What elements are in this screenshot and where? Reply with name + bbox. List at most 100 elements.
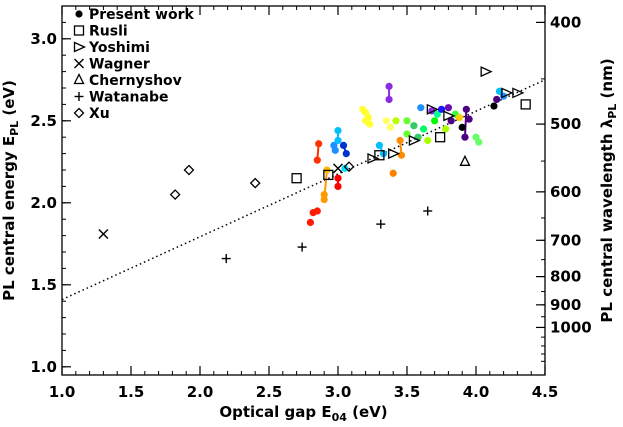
present-work-point — [339, 141, 348, 149]
present-work-point-shape — [339, 141, 348, 149]
xu-point-shape — [169, 189, 181, 201]
legend-marker-rusli — [73, 25, 85, 36]
wagner-point-stroke-b — [333, 163, 343, 174]
present-work-point-shape — [493, 95, 501, 104]
xu-point-shape — [343, 161, 355, 173]
present-work-point-shape — [433, 110, 441, 118]
present-work-point-shape — [320, 195, 328, 204]
present-work-point-shape — [315, 140, 323, 148]
y2-tick-label: 600 — [550, 183, 581, 201]
present-work-point-shape — [490, 102, 498, 110]
present-work-point — [385, 95, 393, 104]
wagner-point — [333, 163, 343, 174]
present-work-point — [320, 195, 328, 204]
present-work-point-shape — [462, 105, 470, 113]
xu-point — [343, 161, 355, 173]
yoshimi-point — [501, 87, 514, 99]
x-tick-label: 4.5 — [532, 383, 559, 401]
legend-marker-yoshimi-shape — [73, 41, 87, 53]
y-axis-label: PL central energy EPL (eV) — [0, 80, 21, 301]
xu-point-shape — [183, 164, 195, 176]
legend-marker-wagner — [74, 58, 84, 69]
legend-label-rusli: Rusli — [89, 24, 128, 40]
present-work-point — [462, 105, 470, 113]
present-work-point-shape — [475, 138, 483, 146]
xu-point — [249, 177, 261, 189]
present-work-point — [417, 104, 425, 112]
present-work-point — [331, 146, 339, 154]
legend-label-watanabe: Watanabe — [89, 90, 168, 106]
present-work-point — [431, 117, 439, 125]
x-tick-label: 1.5 — [118, 383, 145, 401]
present-work-point — [447, 117, 455, 125]
rusli-point-shape — [434, 132, 446, 143]
present-work-point-shape — [334, 127, 342, 135]
yoshimi-point — [512, 87, 525, 99]
x-axis-label: Optical gap E04 (eV) — [219, 403, 387, 424]
legend-marker-rusli-shape — [73, 25, 85, 36]
legend: Present workRusliYoshimiWagnerChernyshov… — [73, 7, 194, 122]
present-work-point — [334, 127, 342, 135]
present-work-point-shape — [431, 117, 439, 125]
present-work-point-shape — [382, 117, 390, 125]
present-work-point — [433, 110, 441, 118]
present-work-point-shape — [444, 104, 452, 112]
yoshimi-point — [388, 148, 401, 160]
present-work-point-shape — [397, 151, 406, 159]
present-work-point — [364, 113, 372, 122]
present-work-point-shape — [419, 125, 428, 133]
present-work-point — [315, 140, 323, 148]
yoshimi-point-shape — [367, 153, 380, 165]
present-work-point — [444, 104, 452, 112]
yoshimi-point-shape — [408, 134, 421, 146]
legend-marker-wagner-stroke-b — [74, 58, 84, 69]
xu-point — [183, 164, 195, 176]
present-work-point — [334, 136, 342, 145]
legend-marker-xu — [73, 107, 85, 119]
x-tick-label: 1.0 — [49, 383, 76, 401]
present-work-point — [397, 151, 406, 159]
present-work-point — [389, 169, 397, 177]
present-work-point — [320, 191, 328, 199]
plot-frame-layer — [61, 5, 546, 376]
plot-frame — [61, 5, 546, 376]
watanabe-point — [376, 219, 386, 229]
present-work-point — [313, 156, 321, 164]
present-work-point — [334, 182, 342, 190]
present-work-point-shape — [375, 141, 383, 149]
y2-axis-label: PL central wavelength λPL (nm) — [598, 58, 619, 322]
watanabe-point — [221, 254, 231, 264]
present-work-point-shape — [341, 164, 349, 172]
present-work-point-shape — [461, 133, 469, 141]
present-work-point — [382, 117, 390, 125]
legend-marker-chernyshov — [73, 73, 85, 85]
x-tick-label: 2.5 — [256, 383, 283, 401]
present-work-point — [490, 102, 498, 110]
present-work-point — [403, 117, 411, 125]
present-work-point — [458, 123, 466, 131]
present-work-point — [455, 113, 464, 122]
present-work-point-shape — [331, 146, 339, 154]
y-tick-label: 3.0 — [30, 30, 57, 48]
x-tick-label: 3.5 — [394, 383, 421, 401]
present-work-point-shape — [334, 174, 342, 182]
yoshimi-point — [408, 134, 421, 146]
present-work-point — [493, 95, 501, 104]
present-work-point — [396, 136, 404, 145]
yoshimi-point — [443, 110, 456, 122]
x-axis-label-sub: 04 — [332, 411, 348, 424]
legend-marker-xu-shape — [73, 107, 85, 119]
present-work-point — [410, 122, 418, 130]
xu-point-shape — [249, 177, 261, 189]
y-tick-label: 1.0 — [30, 358, 57, 376]
x-tick-label: 3.0 — [325, 383, 352, 401]
present-work-point — [334, 174, 342, 182]
present-work-point-shape — [366, 120, 374, 128]
rusli-point — [323, 169, 334, 181]
yoshimi-point — [367, 153, 380, 165]
yoshimi-point-shape — [480, 66, 493, 78]
trend-line-layer — [61, 79, 546, 301]
yoshimi-point-shape — [443, 110, 456, 122]
present-work-point — [424, 136, 432, 145]
x-tick-label: 4.0 — [463, 383, 490, 401]
